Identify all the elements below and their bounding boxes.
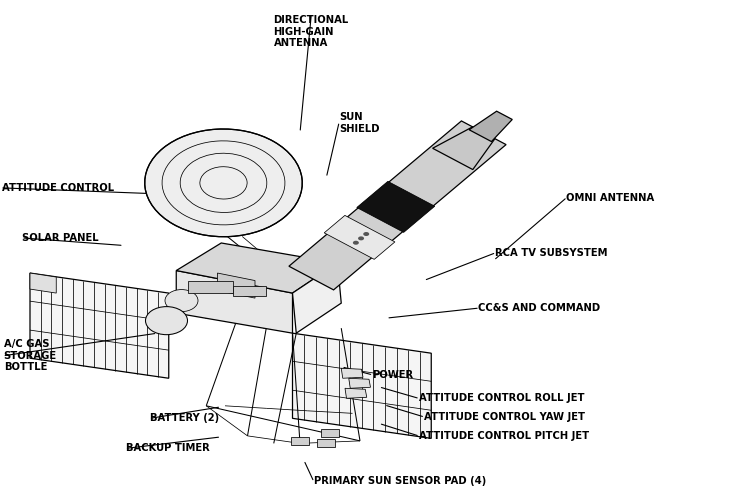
Text: OMNI ANTENNA: OMNI ANTENNA xyxy=(566,193,655,203)
Ellipse shape xyxy=(145,129,302,236)
Bar xyxy=(317,439,335,447)
Polygon shape xyxy=(292,263,341,333)
Text: BACKUP TIMER: BACKUP TIMER xyxy=(126,443,210,453)
Text: CC&S AND COMMAND: CC&S AND COMMAND xyxy=(478,303,601,313)
Polygon shape xyxy=(470,111,512,142)
Polygon shape xyxy=(345,388,367,398)
Ellipse shape xyxy=(154,135,292,230)
Circle shape xyxy=(363,232,369,236)
Polygon shape xyxy=(292,333,431,438)
FancyBboxPatch shape xyxy=(232,286,266,296)
Polygon shape xyxy=(289,121,506,290)
Circle shape xyxy=(358,236,364,240)
Circle shape xyxy=(165,290,198,312)
Circle shape xyxy=(146,307,188,335)
Text: ATTITUDE CONTROL YAW JET: ATTITUDE CONTROL YAW JET xyxy=(424,412,585,422)
Bar xyxy=(291,437,309,445)
Polygon shape xyxy=(357,181,435,232)
Polygon shape xyxy=(176,243,338,293)
Polygon shape xyxy=(176,271,292,333)
Text: DIRECTIONAL
HIGH-GAIN
ANTENNA: DIRECTIONAL HIGH-GAIN ANTENNA xyxy=(274,15,349,48)
Text: SOLAR PANEL: SOLAR PANEL xyxy=(22,233,99,243)
Polygon shape xyxy=(30,273,56,293)
Text: A/C GAS
STORAGE
BOTTLE: A/C GAS STORAGE BOTTLE xyxy=(4,339,57,372)
Text: ATTITUDE CONTROL PITCH JET: ATTITUDE CONTROL PITCH JET xyxy=(419,431,589,441)
Polygon shape xyxy=(349,378,370,388)
Text: ATTITUDE CONTROL ROLL JET: ATTITUDE CONTROL ROLL JET xyxy=(419,393,584,403)
Polygon shape xyxy=(217,273,255,298)
Circle shape xyxy=(352,241,358,245)
Polygon shape xyxy=(324,215,395,260)
Bar xyxy=(321,429,339,437)
Text: PRIMARY SUN SENSOR PAD (4): PRIMARY SUN SENSOR PAD (4) xyxy=(314,476,486,486)
Text: BATTERY (2): BATTERY (2) xyxy=(150,413,219,423)
Polygon shape xyxy=(341,368,363,378)
Text: ATTITUDE CONTROL: ATTITUDE CONTROL xyxy=(2,183,114,193)
Polygon shape xyxy=(30,273,169,378)
FancyBboxPatch shape xyxy=(188,281,232,293)
Text: SUN
SHIELD: SUN SHIELD xyxy=(339,112,380,134)
Polygon shape xyxy=(433,127,495,169)
Text: RCA TV SUBSYSTEM: RCA TV SUBSYSTEM xyxy=(495,248,608,258)
Text: POWER: POWER xyxy=(372,370,413,380)
